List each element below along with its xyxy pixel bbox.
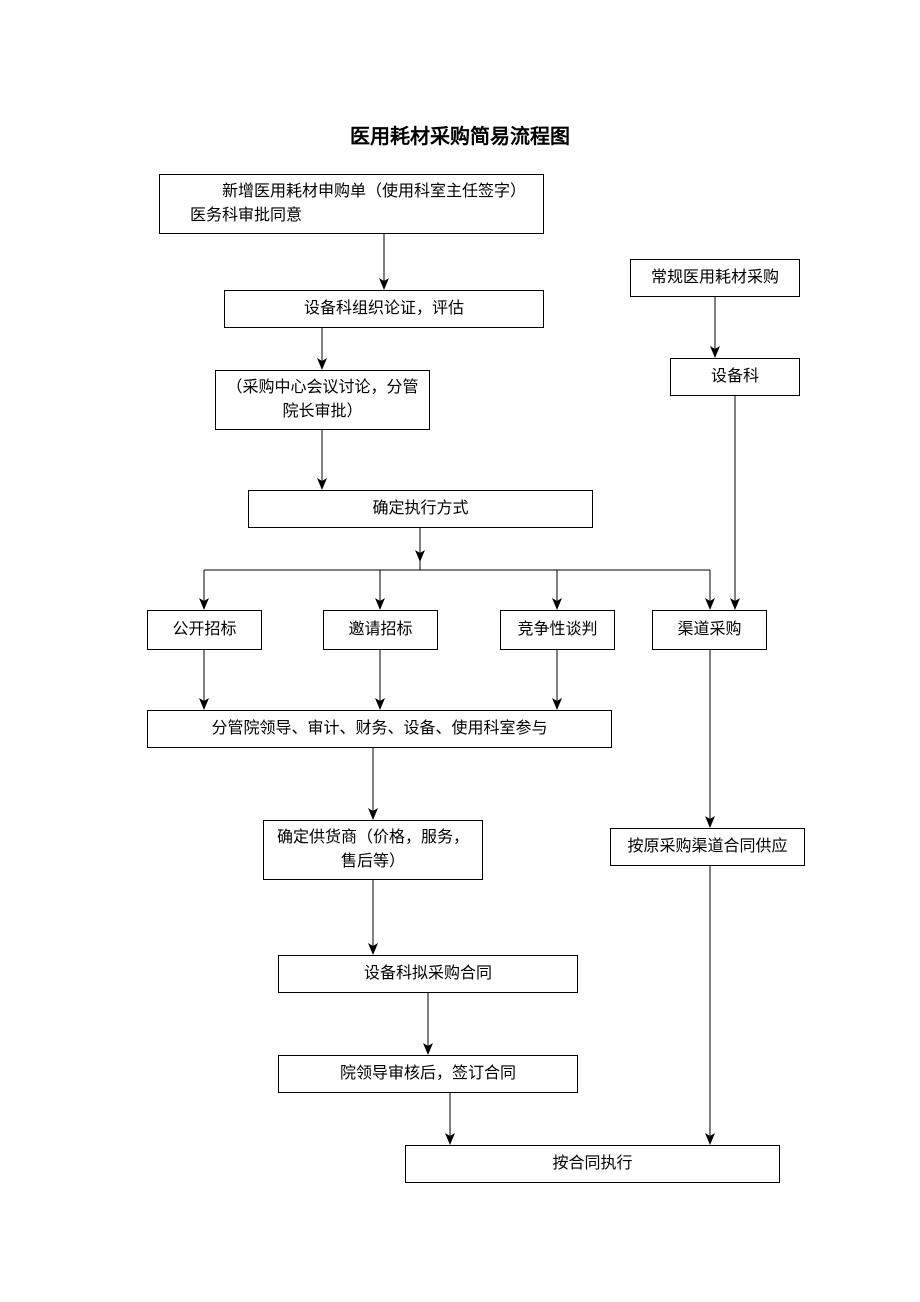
- node-label: 按合同执行: [552, 1152, 632, 1176]
- node-label: 分管院领导、审计、财务、设备、使用科室参与: [211, 717, 547, 741]
- node-competitive-negotiation: 竞争性谈判: [500, 610, 615, 650]
- node-label: 新增医用耗材申购单（使用科室主任签字）医务科审批同意: [190, 180, 523, 228]
- node-label: 确定执行方式: [372, 497, 468, 521]
- node-draft-contract: 设备科拟采购合同: [278, 955, 578, 993]
- node-equipment-review: 设备科组织论证，评估: [224, 290, 544, 328]
- node-regular-procurement: 常规医用耗材采购: [630, 259, 800, 297]
- node-public-bid: 公开招标: [147, 610, 262, 650]
- node-label: 竞争性谈判: [517, 618, 597, 642]
- node-label: 按原采购渠道合同供应: [627, 835, 787, 859]
- node-label: 设备科组织论证，评估: [304, 297, 464, 321]
- node-procurement-meeting: （采购中心会议讨论，分管院长审批）: [215, 370, 430, 430]
- node-label: 设备科拟采购合同: [364, 962, 492, 986]
- node-equipment-dept: 设备科: [670, 358, 800, 396]
- node-execute: 按合同执行: [405, 1145, 780, 1183]
- node-participants: 分管院领导、审计、财务、设备、使用科室参与: [147, 710, 612, 748]
- node-label: 公开招标: [172, 618, 236, 642]
- node-sign-contract: 院领导审核后，签订合同: [278, 1055, 578, 1093]
- node-label: （采购中心会议讨论，分管院长审批）: [226, 376, 419, 424]
- node-new-procurement-form: 新增医用耗材申购单（使用科室主任签字）医务科审批同意: [159, 174, 544, 234]
- node-label: 院领导审核后，签订合同: [340, 1062, 516, 1086]
- node-channel-procurement: 渠道采购: [652, 610, 767, 650]
- node-determine-supplier: 确定供货商（价格，服务，售后等）: [263, 820, 483, 880]
- page-title: 医用耗材采购简易流程图: [0, 120, 920, 149]
- node-label: 邀请招标: [348, 618, 412, 642]
- node-label: 渠道采购: [677, 618, 741, 642]
- node-invite-bid: 邀请招标: [323, 610, 438, 650]
- node-label: 设备科: [711, 365, 759, 389]
- node-label: 常规医用耗材采购: [651, 266, 779, 290]
- node-determine-method: 确定执行方式: [248, 490, 593, 528]
- node-original-channel: 按原采购渠道合同供应: [610, 828, 805, 866]
- node-label: 确定供货商（价格，服务，售后等）: [274, 826, 472, 874]
